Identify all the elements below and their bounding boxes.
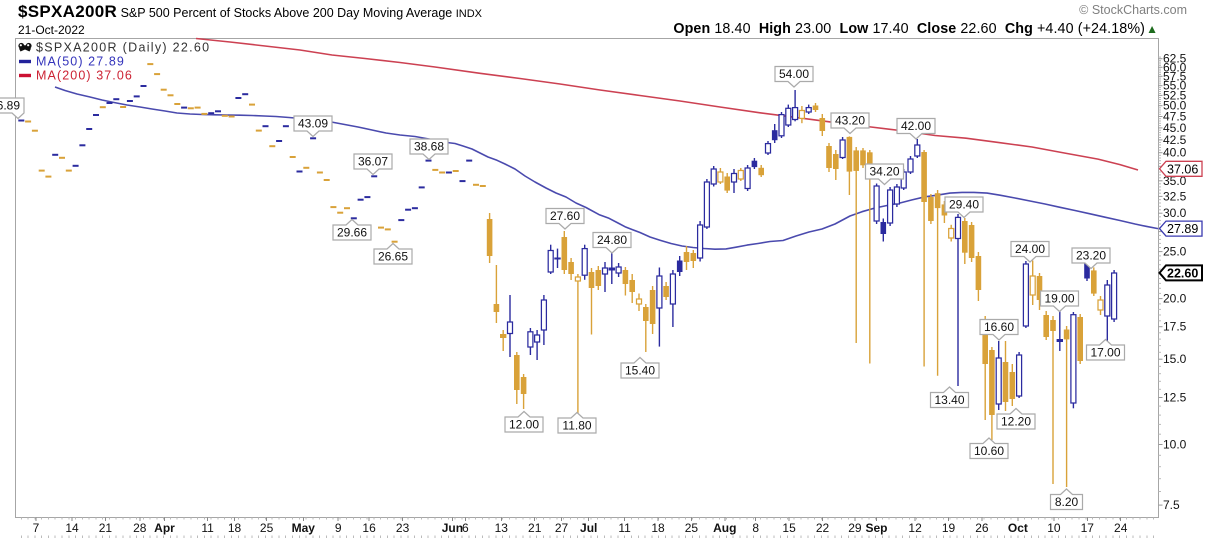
svg-text:25: 25 xyxy=(685,521,699,535)
svg-text:9: 9 xyxy=(335,521,342,535)
svg-text:17.5: 17.5 xyxy=(1163,320,1187,334)
svg-text:28: 28 xyxy=(133,521,147,535)
svg-text:7.5: 7.5 xyxy=(1163,498,1180,512)
svg-text:26.65: 26.65 xyxy=(378,250,408,264)
svg-text:35.0: 35.0 xyxy=(1163,174,1187,188)
svg-text:Jun: Jun xyxy=(442,521,463,535)
svg-text:11.80: 11.80 xyxy=(562,419,591,433)
svg-text:46.89: 46.89 xyxy=(0,99,20,113)
svg-text:21: 21 xyxy=(99,521,113,535)
svg-text:MA(50) 27.89: MA(50) 27.89 xyxy=(36,55,125,69)
svg-text:21: 21 xyxy=(528,521,542,535)
svg-text:10.60: 10.60 xyxy=(974,444,1004,458)
svg-text:55.0: 55.0 xyxy=(1163,79,1187,93)
svg-text:29.40: 29.40 xyxy=(949,198,979,212)
svg-text:52.5: 52.5 xyxy=(1163,88,1187,102)
svg-text:57.5: 57.5 xyxy=(1163,69,1187,83)
svg-text:8.20: 8.20 xyxy=(1055,495,1079,509)
svg-text:42.00: 42.00 xyxy=(901,119,931,133)
svg-text:18: 18 xyxy=(228,521,242,535)
svg-text:24.80: 24.80 xyxy=(597,233,627,247)
svg-text:38.68: 38.68 xyxy=(414,140,444,154)
svg-text:29.66: 29.66 xyxy=(337,226,367,240)
svg-text:23: 23 xyxy=(396,521,410,535)
svg-text:12.20: 12.20 xyxy=(1001,415,1031,429)
svg-text:36.07: 36.07 xyxy=(358,155,388,169)
svg-text:11: 11 xyxy=(201,521,214,535)
svg-text:17: 17 xyxy=(1081,521,1095,535)
svg-text:$SPXA200R (Daily) 22.60: $SPXA200R (Daily) 22.60 xyxy=(36,41,210,55)
svg-text:60.0: 60.0 xyxy=(1163,60,1187,74)
svg-text:22: 22 xyxy=(816,521,830,535)
svg-text:23.20: 23.20 xyxy=(1076,249,1106,263)
svg-text:8: 8 xyxy=(752,521,759,535)
svg-text:19: 19 xyxy=(942,521,956,535)
svg-text:6: 6 xyxy=(462,521,469,535)
svg-text:24.00: 24.00 xyxy=(1015,242,1045,256)
svg-text:12.5: 12.5 xyxy=(1163,391,1187,405)
svg-text:43.09: 43.09 xyxy=(298,117,328,131)
svg-text:42.5: 42.5 xyxy=(1163,133,1187,147)
svg-text:Apr: Apr xyxy=(154,521,175,535)
svg-text:43.20: 43.20 xyxy=(835,114,865,128)
svg-text:18: 18 xyxy=(651,521,665,535)
svg-text:10: 10 xyxy=(1047,521,1061,535)
svg-text:27.60: 27.60 xyxy=(550,209,580,223)
svg-text:7: 7 xyxy=(33,521,40,535)
svg-text:15: 15 xyxy=(782,521,796,535)
svg-text:Sep: Sep xyxy=(865,521,887,535)
svg-text:30.0: 30.0 xyxy=(1163,206,1187,220)
svg-text:16.60: 16.60 xyxy=(984,320,1014,334)
svg-text:19.00: 19.00 xyxy=(1044,292,1074,306)
svg-text:22.60: 22.60 xyxy=(1167,266,1198,280)
svg-text:14: 14 xyxy=(65,521,79,535)
svg-text:25.0: 25.0 xyxy=(1163,245,1187,259)
svg-text:Oct: Oct xyxy=(1008,521,1028,535)
svg-text:40.0: 40.0 xyxy=(1163,146,1187,160)
svg-text:11: 11 xyxy=(618,521,631,535)
svg-text:16: 16 xyxy=(362,521,376,535)
svg-text:25: 25 xyxy=(260,521,274,535)
svg-text:Jul: Jul xyxy=(580,521,597,535)
svg-text:27.89: 27.89 xyxy=(1167,222,1198,236)
svg-text:12: 12 xyxy=(908,521,922,535)
svg-text:34.20: 34.20 xyxy=(869,165,899,179)
svg-text:29: 29 xyxy=(848,521,862,535)
svg-text:15.40: 15.40 xyxy=(625,364,655,378)
svg-text:12.00: 12.00 xyxy=(509,418,539,432)
svg-text:24: 24 xyxy=(1114,521,1128,535)
svg-text:62.5: 62.5 xyxy=(1163,52,1187,66)
svg-text:50.0: 50.0 xyxy=(1163,99,1187,113)
svg-text:17.00: 17.00 xyxy=(1090,346,1120,360)
svg-text:45.0: 45.0 xyxy=(1163,121,1187,135)
svg-text:MA(200) 37.06: MA(200) 37.06 xyxy=(36,69,133,83)
svg-text:15.0: 15.0 xyxy=(1163,352,1187,366)
svg-text:10.0: 10.0 xyxy=(1163,438,1187,452)
svg-text:13.40: 13.40 xyxy=(934,393,964,407)
svg-text:54.00: 54.00 xyxy=(779,67,809,81)
svg-text:27: 27 xyxy=(555,521,569,535)
svg-text:26: 26 xyxy=(975,521,989,535)
svg-text:May: May xyxy=(292,521,316,535)
svg-text:37.06: 37.06 xyxy=(1167,162,1198,176)
svg-text:13: 13 xyxy=(495,521,509,535)
svg-text:32.5: 32.5 xyxy=(1163,189,1187,203)
svg-text:Aug: Aug xyxy=(713,521,736,535)
svg-text:20.0: 20.0 xyxy=(1163,292,1187,306)
svg-text:47.5: 47.5 xyxy=(1163,110,1187,124)
